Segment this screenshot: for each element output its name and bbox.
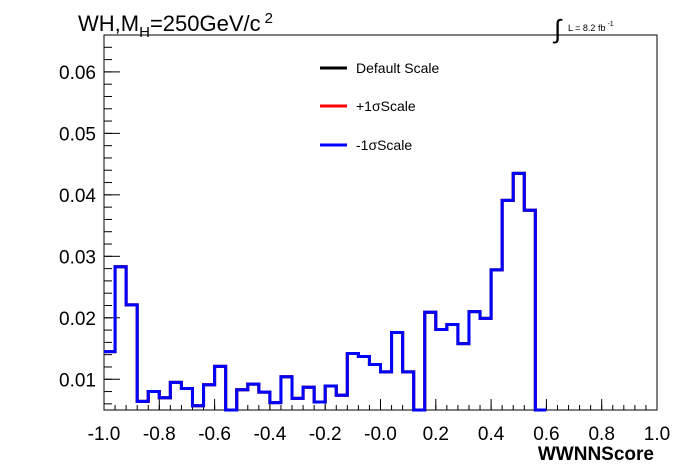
legend-label-minus: -1σScale	[356, 137, 412, 153]
x-tick-label: -0.0	[364, 424, 397, 445]
x-tick-label: 0.4	[478, 424, 505, 445]
chart-title: WH,MH=250GeV/c 2	[78, 10, 273, 41]
x-tick-label: -0.6	[198, 424, 231, 445]
x-tick-label: 0.6	[533, 424, 559, 445]
lumi-text: L = 8.2 fb	[568, 23, 605, 33]
series-plus-1sigma	[104, 171, 547, 412]
y-tick-label: 0.04	[59, 186, 96, 207]
series-minus-1sigma	[104, 171, 547, 412]
legend-label-plus: +1σScale	[356, 98, 416, 114]
legend: Default Scale +1σScale -1σScale	[320, 60, 439, 153]
lumi-integral-sign: ∫	[552, 14, 563, 44]
x-tick-label: 1.0	[644, 424, 670, 445]
x-tick-label: 0.8	[588, 424, 614, 445]
x-tick-label: -0.4	[254, 424, 287, 445]
title-rest: =250GeV/c	[150, 11, 261, 36]
x-tick-label: -0.2	[309, 424, 342, 445]
lumi-label: L = 8.2 fb -1	[568, 21, 614, 33]
y-tick-label: 0.03	[59, 247, 96, 268]
lumi-superscript: -1	[607, 21, 613, 28]
y-tick-label: 0.05	[59, 124, 96, 145]
series-layer	[104, 171, 547, 412]
x-axis-label: WWNNScore	[538, 444, 654, 465]
title-superscript: 2	[265, 10, 273, 27]
title-subscript: H	[139, 24, 150, 41]
axes: -1.0 -0.8 -0.6 -0.4 -0.2 -0.0 0.2 0.4 0.6 0.8 1.0 0…	[59, 34, 670, 445]
y-tick-label: 0.06	[59, 63, 96, 84]
x-tick-label: -0.8	[143, 424, 176, 445]
legend-label-default: Default Scale	[356, 60, 439, 76]
series-default-scale	[104, 171, 547, 412]
x-tick-label: -1.0	[88, 424, 121, 445]
plot-frame	[103, 34, 658, 411]
x-tick-label: 0.2	[423, 424, 449, 445]
title-main: WH,M	[78, 11, 139, 36]
y-tick-label: 0.01	[59, 370, 96, 391]
y-tick-label: 0.02	[59, 309, 96, 330]
